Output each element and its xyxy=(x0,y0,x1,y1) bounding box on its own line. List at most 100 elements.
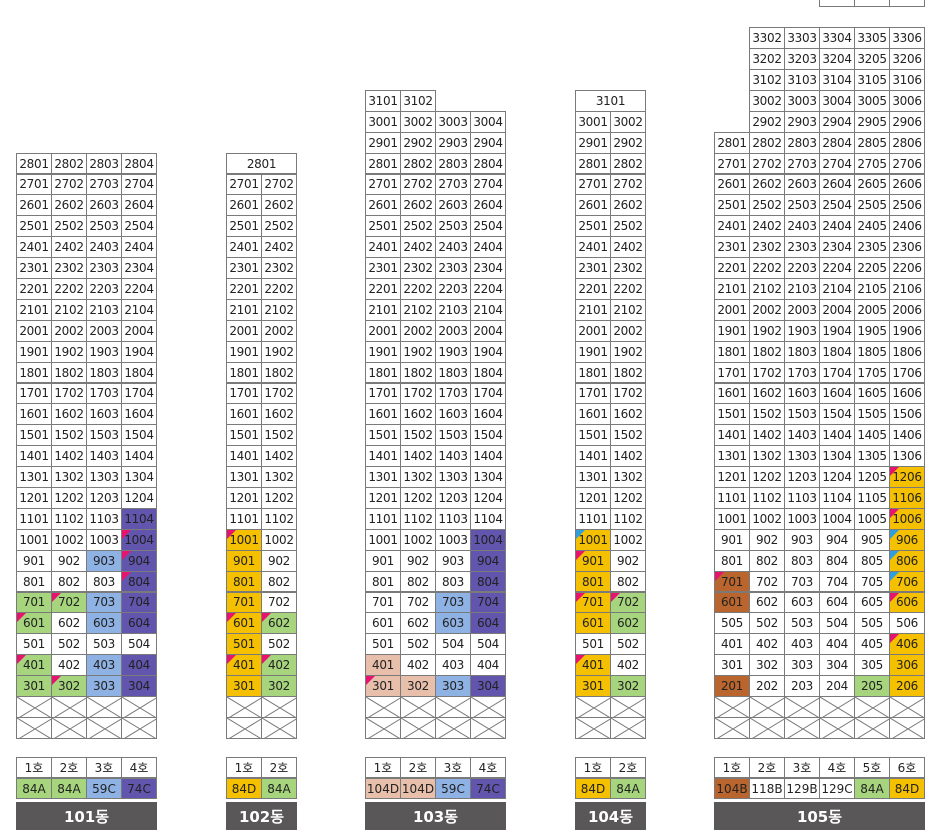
unit-cell: 1105 xyxy=(854,487,890,509)
unit-cell: 902 xyxy=(400,549,436,572)
unit-cell: 2601 xyxy=(575,194,611,217)
unit-cell: 2701 xyxy=(365,173,401,196)
unused-cell xyxy=(226,716,262,739)
unit-cell: 2803 xyxy=(784,131,820,154)
unit-cell: 2701 xyxy=(714,152,750,175)
unit-cell: 2203 xyxy=(784,257,820,279)
unit-cell: 2202 xyxy=(261,278,297,300)
unit-cell: 2703 xyxy=(784,152,820,175)
unit-cell: 303 xyxy=(435,675,471,697)
unit-cell: 2502 xyxy=(51,215,87,238)
unit-cell: 2302 xyxy=(610,257,646,279)
unit-cell: 1402 xyxy=(610,445,646,468)
unit-cell: 2905 xyxy=(854,110,890,133)
unused-cell xyxy=(819,716,855,739)
unit-number-header: 1호 xyxy=(575,757,611,778)
unit-cell: 3104 xyxy=(819,69,855,91)
unit-cell: 2002 xyxy=(749,298,785,321)
unit-cell: 1301 xyxy=(714,445,750,468)
unit-cell: 2702 xyxy=(51,173,87,196)
unit-cell: 2802 xyxy=(400,152,436,175)
unit-cell: 2201 xyxy=(365,278,401,300)
unit-cell: 1604 xyxy=(121,403,157,426)
unit-cell: 701 xyxy=(575,591,611,614)
unit-cell: 2301 xyxy=(226,257,262,279)
unit-cell: 503 xyxy=(784,612,820,635)
unit-cell: 2402 xyxy=(51,236,87,259)
unit-cell: 1703 xyxy=(435,382,471,405)
unit-cell: 2403 xyxy=(435,236,471,259)
unit-cell: 1001 xyxy=(714,507,750,530)
unit-cell: 402 xyxy=(400,654,436,677)
unit-cell: 1406 xyxy=(889,424,925,447)
unused-cell xyxy=(714,696,750,718)
unit-cell: 804 xyxy=(819,549,855,572)
unit-cell: 302 xyxy=(400,675,436,697)
unit-cell: 1801 xyxy=(226,361,262,384)
unit-cell: 2402 xyxy=(261,236,297,259)
unit-cell: 1302 xyxy=(400,466,436,488)
unit-cell: 1503 xyxy=(86,424,122,447)
unit-cell: 1801 xyxy=(714,340,750,363)
unit-cell: 302 xyxy=(261,675,297,697)
unit-cell: 2501 xyxy=(714,194,750,217)
unit-cell: 2201 xyxy=(226,278,262,300)
unit-cell: 705 xyxy=(854,570,890,593)
unit-cell: 1502 xyxy=(400,424,436,447)
unit-cell: 2101 xyxy=(226,298,262,321)
unit-cell: 1802 xyxy=(261,361,297,384)
unit-cell: 804 xyxy=(470,570,506,593)
unit-cell: 2805 xyxy=(854,131,890,154)
unused-cell xyxy=(889,716,925,739)
unit-type-label: 59C xyxy=(86,778,122,799)
unit-cell: 1402 xyxy=(261,445,297,468)
unit-cell: 1902 xyxy=(400,340,436,363)
unit-cell: 903 xyxy=(435,549,471,572)
unit-cell: 2706 xyxy=(889,152,925,175)
unit-cell: 1404 xyxy=(819,424,855,447)
unit-cell: 2502 xyxy=(261,215,297,238)
unit-cell: 1703 xyxy=(86,382,122,405)
unit-cell: 1402 xyxy=(749,424,785,447)
unit-cell: 701 xyxy=(226,591,262,614)
unit-cell: 1104 xyxy=(121,507,157,530)
unit-cell: 1802 xyxy=(749,340,785,363)
unit-cell: 1405 xyxy=(854,424,890,447)
unit-cell: 303 xyxy=(86,675,122,697)
unit-type-label: 59C xyxy=(435,778,471,799)
unit-number-header: 1호 xyxy=(16,757,52,778)
unit-cell: 301 xyxy=(365,675,401,697)
unit-cell: 3205 xyxy=(854,48,890,70)
unit-cell: 1106 xyxy=(889,487,925,509)
unit-cell: 803 xyxy=(86,570,122,593)
unit-cell: 1006 xyxy=(889,507,925,530)
unit-cell: 2302 xyxy=(51,257,87,279)
unit-cell: 403 xyxy=(784,633,820,656)
unit-cell: 1001 xyxy=(16,528,52,551)
unit-cell: 906 xyxy=(889,528,925,551)
unit-type-label: 129B xyxy=(784,778,820,799)
unit-cell: 1602 xyxy=(51,403,87,426)
unit-cell: 1506 xyxy=(889,403,925,426)
unit-cell: 2302 xyxy=(261,257,297,279)
unit-cell: 2003 xyxy=(86,319,122,342)
unit-cell: 1602 xyxy=(261,403,297,426)
unit-cell: 702 xyxy=(749,570,785,593)
unit-cell: 802 xyxy=(400,570,436,593)
unit-cell: 1404 xyxy=(121,445,157,468)
unit-cell: 301 xyxy=(226,675,262,697)
unit-cell: 3003 xyxy=(784,89,820,112)
unit-cell: 1804 xyxy=(121,361,157,384)
unit-type-label: 74C xyxy=(121,778,157,799)
unit-number-header: 1호 xyxy=(226,757,262,778)
unit-cell: 504 xyxy=(435,633,471,656)
unit-cell: 3405 xyxy=(854,0,890,8)
unit-cell: 1502 xyxy=(51,424,87,447)
building-name: 103동 xyxy=(365,802,506,830)
unit-cell: 2602 xyxy=(51,194,87,217)
unit-cell: 901 xyxy=(714,528,750,551)
unit-cell: 1704 xyxy=(819,361,855,384)
unit-cell: 206 xyxy=(889,675,925,697)
unit-cell: 1804 xyxy=(470,361,506,384)
unit-cell: 1303 xyxy=(784,445,820,468)
